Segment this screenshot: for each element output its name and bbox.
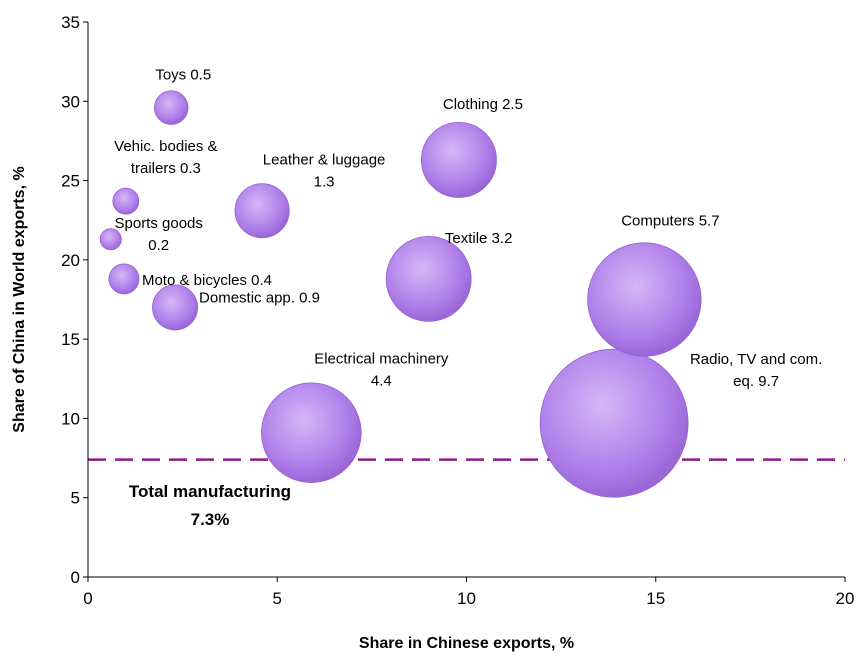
y-tick-label: 15 <box>61 330 80 349</box>
bubble-label: Electrical machinery 4.4 <box>314 351 449 390</box>
bubble-point <box>539 348 689 498</box>
bubble-point <box>385 235 472 322</box>
bubble-label: Vehic. bodies & trailers 0.3 <box>114 138 217 177</box>
bubble-label: Moto & bicycles 0.4 <box>142 272 272 289</box>
reference-line-layer: Total manufacturing 7.3% <box>88 458 845 529</box>
y-axis-title: Share of China in World exports, % <box>11 166 28 432</box>
total-manufacturing-label: Total manufacturing 7.3% <box>129 482 291 529</box>
bubble-point <box>154 90 189 125</box>
bubble-label-layer: Toys 0.5 Vehic. bodies & trailers 0.3 Sport… <box>114 67 822 391</box>
bubble-layer <box>99 90 702 498</box>
x-axis-title: Share in Chinese exports, % <box>359 635 574 652</box>
bubble-label: Domestic app. 0.9 <box>199 289 320 306</box>
bubble-label: Leather & luggage 1.3 <box>263 152 386 191</box>
x-tick-label: 20 <box>836 589 855 608</box>
bubble-point <box>112 187 140 215</box>
y-tick-label: 35 <box>61 13 80 32</box>
y-tick-label: 25 <box>61 172 80 191</box>
bubble-label: Radio, TV and com. eq. 9.7 <box>690 351 822 390</box>
bubble-point <box>108 263 140 295</box>
y-tick-label: 10 <box>61 409 80 428</box>
x-tick-label: 10 <box>457 589 476 608</box>
bubble-point <box>261 382 362 483</box>
bubble-label: Clothing 2.5 <box>443 96 523 113</box>
bubble-point <box>587 242 702 357</box>
bubble-label: Toys 0.5 <box>155 67 211 84</box>
x-tick-label: 5 <box>273 589 282 608</box>
bubble-point <box>234 183 290 239</box>
bubble-point <box>99 228 122 251</box>
axes: 0 5 10 15 20 25 30 35 0 5 10 15 20 <box>61 13 854 608</box>
y-tick-label: 20 <box>61 251 80 270</box>
bubble-point <box>152 284 198 331</box>
y-tick-label: 5 <box>71 489 80 508</box>
bubble-point <box>420 121 497 198</box>
bubble-label: Sports goods 0.2 <box>115 215 203 254</box>
bubble-label: Computers 5.7 <box>621 213 719 230</box>
x-tick-label: 0 <box>83 589 92 608</box>
y-tick-label: 0 <box>71 568 80 587</box>
x-tick-label: 15 <box>646 589 665 608</box>
bubble-label: Textile 3.2 <box>445 230 513 247</box>
y-tick-label: 30 <box>61 92 80 111</box>
